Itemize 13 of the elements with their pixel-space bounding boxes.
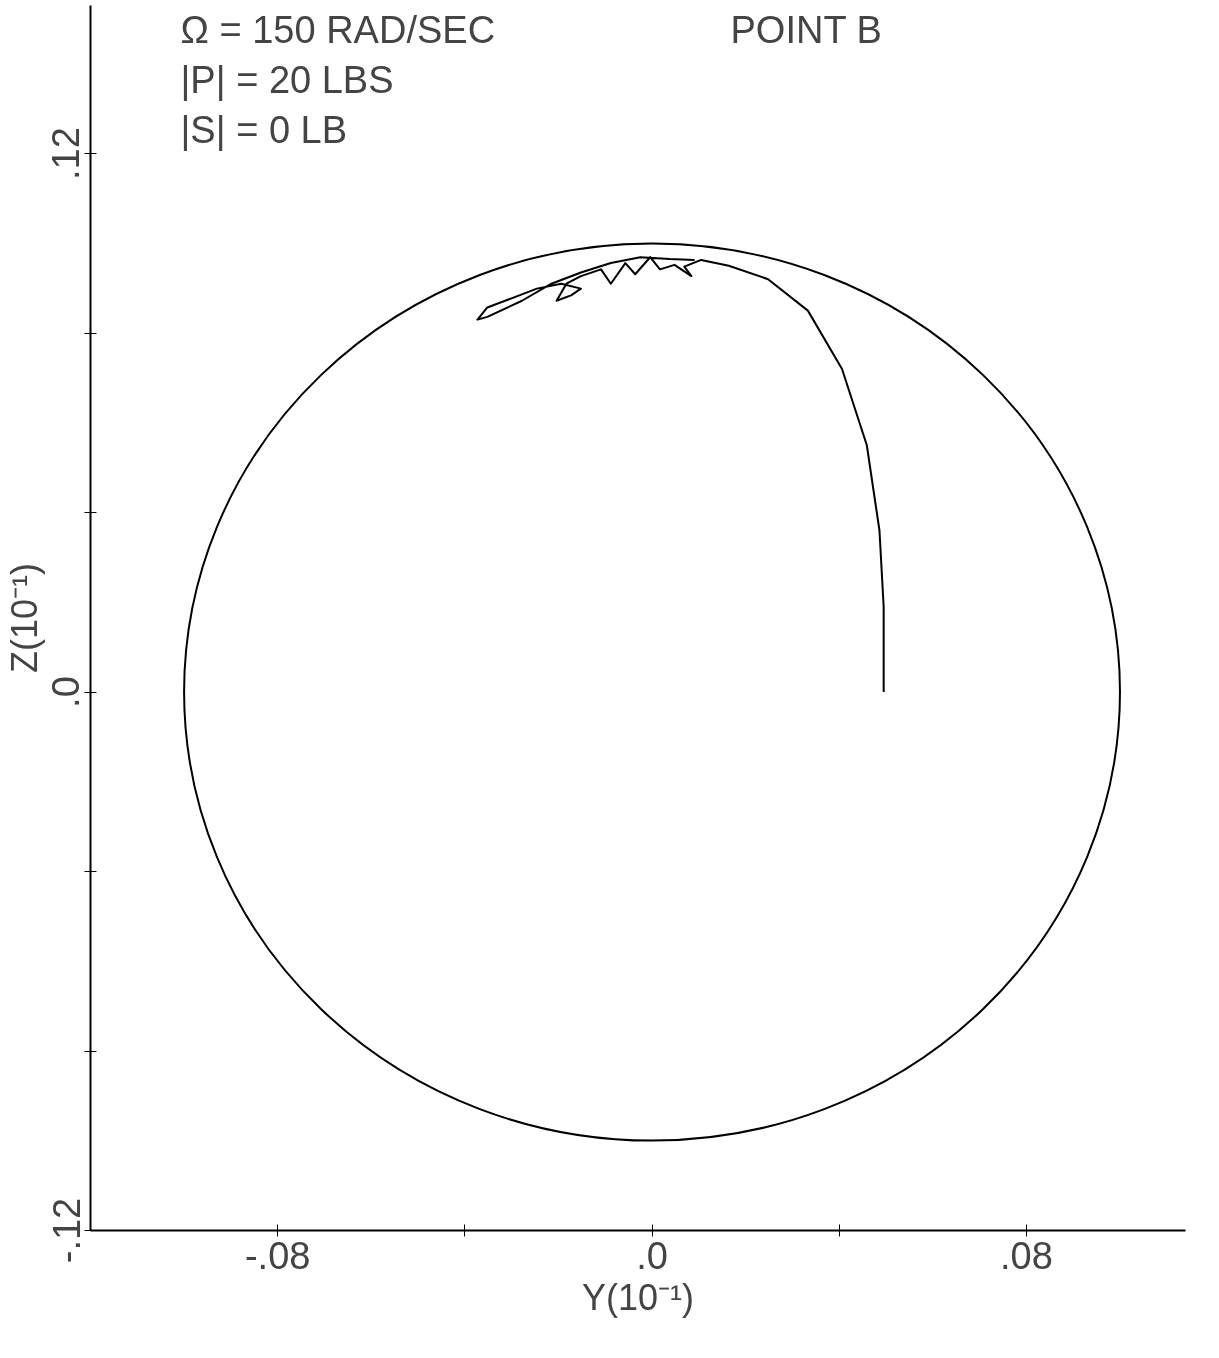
x-tick-label: .08 [999,1234,1053,1277]
y-tick-label: .0 [45,676,88,708]
annotation: Ω = 150 RAD/SEC [180,8,496,51]
annotation: |S| = 0 LB [180,108,348,151]
y-tick-label: -.12 [45,1197,88,1264]
y-axis-title: Z(10⁻¹) [3,563,45,673]
annotation: POINT B [730,8,882,51]
x-axis-title: Y(10⁻¹) [581,1276,695,1318]
line-series [476,256,885,694]
x-tick-label: .0 [636,1234,668,1277]
x-tick-label: -.08 [244,1234,311,1277]
y-tick-label: .12 [45,127,88,180]
annotation: |P| = 20 LBS [180,58,394,101]
